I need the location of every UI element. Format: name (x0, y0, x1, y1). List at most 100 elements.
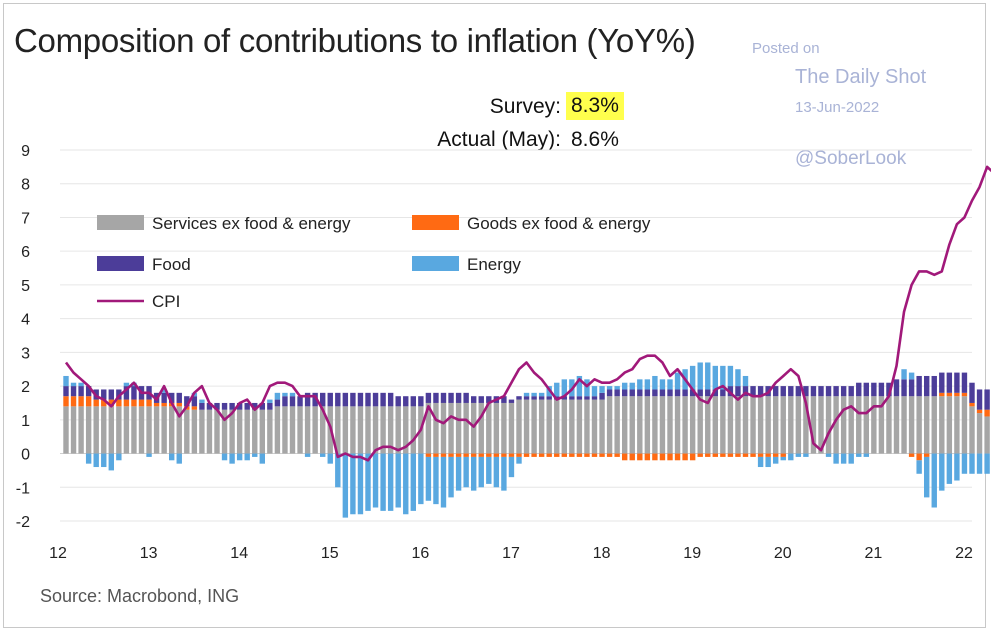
bar-segment (267, 399, 273, 403)
bar-segment (908, 372, 915, 380)
bar-segment (788, 453, 794, 461)
bar-segment (946, 396, 953, 454)
bar-segment (85, 396, 92, 407)
bar-segment (372, 406, 379, 454)
bar-segment (199, 409, 205, 454)
bar-segment (229, 402, 235, 410)
bar-segment (606, 453, 613, 457)
bar-segment (637, 453, 643, 461)
bar-segment (886, 396, 892, 454)
legend-label: Food (152, 255, 191, 274)
bar-segment (720, 453, 726, 457)
bar-segment (825, 453, 832, 457)
bar-segment (954, 453, 960, 481)
bar-segment (652, 389, 658, 397)
bar-segment (735, 369, 741, 387)
bar-segment (878, 396, 885, 454)
bar-segment (599, 392, 605, 400)
bar-segment (425, 456, 432, 501)
bar-segment (146, 399, 152, 407)
bar-segment (191, 396, 198, 407)
x-tick-label: 20 (774, 545, 792, 562)
bar-segment (735, 453, 741, 457)
bar-segment (750, 453, 756, 457)
bar-segment (712, 365, 718, 390)
bar-segment (320, 392, 326, 407)
bar-segment (916, 396, 922, 454)
bar-segment (659, 389, 666, 397)
bar-segment (244, 409, 250, 454)
bar-segment (682, 396, 688, 454)
chart-title: Composition of contributions to inflatio… (14, 22, 696, 59)
bar-segment (282, 392, 288, 397)
bar-segment (606, 386, 613, 390)
bar-segment (425, 392, 432, 403)
bar-segment (622, 382, 628, 390)
bar-segment (478, 456, 484, 488)
bar-segment (289, 396, 296, 407)
bar-segment (493, 453, 500, 457)
bar-segment (622, 453, 628, 461)
bar-segment (584, 399, 590, 454)
bar-segment (622, 396, 628, 454)
bar-segment (644, 453, 651, 461)
bar-segment (523, 399, 530, 454)
bar-segment (924, 453, 930, 457)
bar-segment (387, 453, 394, 511)
bar-segment (486, 396, 492, 403)
bar-segment (810, 386, 817, 397)
bar-segment (773, 456, 779, 464)
bar-segment (433, 402, 439, 454)
cpi-line-group (64, 165, 991, 462)
bar-segment (689, 365, 696, 390)
bar-segment (101, 406, 107, 454)
bar-segment (712, 453, 718, 457)
bar-segment (667, 396, 673, 454)
bar-segment (214, 409, 220, 454)
bar-segment (886, 382, 892, 397)
bar-segment (101, 453, 107, 468)
bar-segment (531, 453, 537, 457)
bar-segment (878, 382, 885, 397)
bar-segment (350, 392, 356, 407)
bar-segment (546, 453, 552, 457)
bar-segment (516, 399, 522, 454)
bar-segment (712, 389, 718, 397)
bar-segment (727, 365, 734, 387)
bar-segment (448, 456, 454, 498)
y-tick-label: -2 (16, 514, 30, 531)
bar-segment (750, 396, 756, 454)
bar-segment (629, 453, 635, 461)
bar-segment (840, 386, 847, 397)
legend-swatch (412, 215, 459, 230)
bar-segment (161, 392, 167, 403)
bar-segment (63, 375, 69, 387)
bar-segment (259, 402, 265, 410)
bar-segment (697, 453, 703, 457)
legend-label: Services ex food & energy (152, 214, 351, 233)
bar-segment (425, 402, 432, 454)
y-tick-label: 7 (21, 210, 30, 227)
bar-segment (976, 409, 983, 414)
bar-segment (191, 406, 198, 410)
bar-segment (916, 460, 922, 474)
actual-label: Actual (May): (437, 128, 561, 151)
bar-segment (614, 453, 620, 457)
bar-segment (169, 392, 175, 403)
legend-label: CPI (152, 292, 180, 311)
bar-segment (214, 402, 220, 410)
bar-segment (176, 402, 182, 407)
bar-segment (403, 453, 409, 515)
bar-segment (493, 456, 500, 488)
bar-segment (221, 453, 228, 461)
bar-segment (984, 389, 990, 410)
bar-segment (440, 456, 447, 508)
bar-segment (652, 396, 658, 454)
bar-segment (274, 399, 281, 407)
bar-segment (252, 402, 258, 410)
bar-segment (342, 392, 349, 407)
bar-segment (591, 386, 598, 397)
bar-segment (856, 453, 862, 457)
bar-segment (576, 375, 583, 397)
bar-segment (969, 406, 975, 454)
